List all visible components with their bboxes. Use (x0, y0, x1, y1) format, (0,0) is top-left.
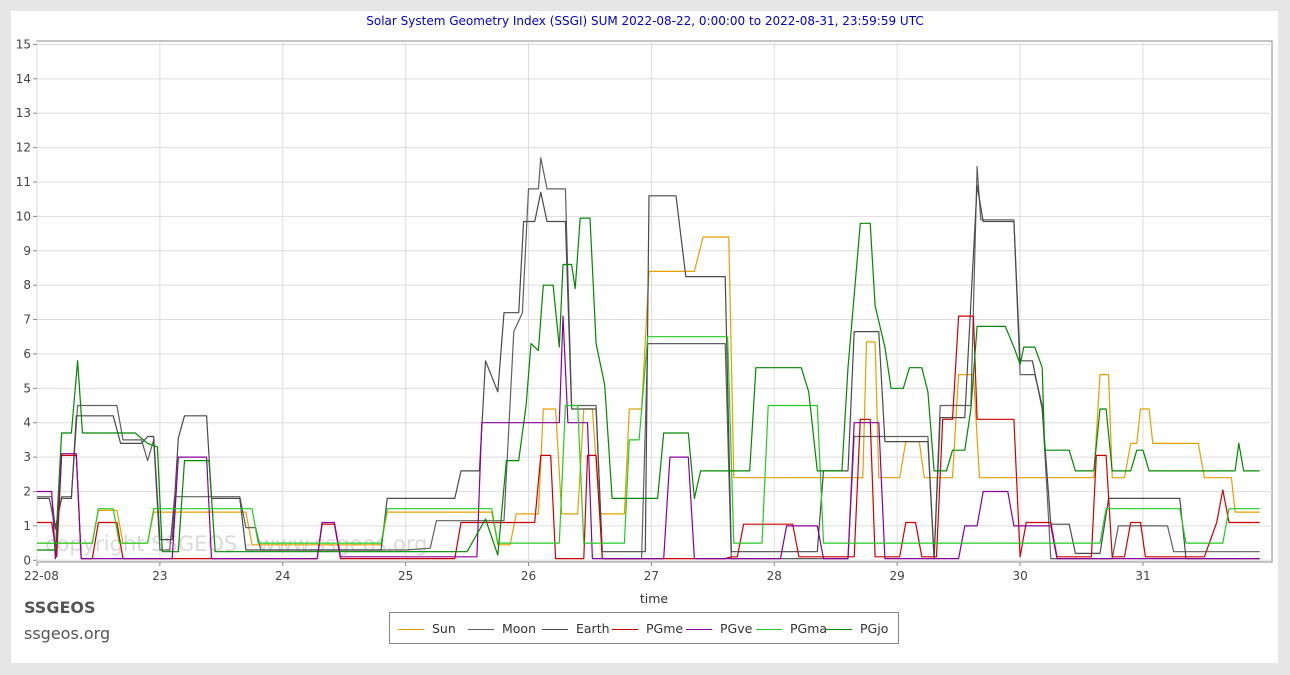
x-tick-label: 31 (1135, 569, 1150, 583)
y-tick-label: 8 (23, 278, 31, 292)
y-tick-label: 12 (16, 141, 31, 155)
legend-swatch (686, 629, 712, 630)
x-tick-label: 23 (152, 569, 167, 583)
chart-title: Solar System Geometry Index (SSGI) SUM 2… (366, 14, 923, 28)
y-tick-label: 2 (23, 485, 31, 499)
legend-label: PGme (646, 621, 684, 636)
legend-label: Sun (432, 621, 456, 636)
brand-url: ssgeos.org (24, 624, 111, 643)
y-tick-label: 5 (23, 381, 31, 395)
watermark: copyright SSGEOS - www.ssgeos.org (45, 532, 427, 556)
series-line-pgve (37, 315, 1260, 560)
x-tick-label: 24 (275, 569, 290, 583)
legend-swatch (756, 629, 782, 630)
y-tick-label: 14 (16, 72, 31, 86)
legend-swatch (542, 629, 568, 630)
y-tick-label: 3 (23, 450, 31, 464)
y-tick-label: 13 (16, 106, 31, 120)
legend-label: PGma (790, 621, 828, 636)
y-tick-label: 10 (16, 209, 31, 223)
brand-name: SSGEOS (24, 598, 96, 617)
x-tick-label: 28 (767, 569, 782, 583)
x-tick-label: 26 (521, 569, 536, 583)
y-tick-label: 4 (23, 416, 31, 430)
legend-label: PGve (720, 621, 753, 636)
x-tick-label: 29 (890, 569, 905, 583)
legend-label: Moon (502, 621, 537, 636)
y-tick-label: 7 (23, 313, 31, 327)
legend-swatch (468, 629, 494, 630)
legend-label: Earth (576, 621, 610, 636)
y-tick-label: 15 (16, 37, 31, 51)
x-tick-label: 25 (398, 569, 413, 583)
series-line-moon (37, 157, 1260, 560)
legend-swatch (612, 629, 638, 630)
legend-swatch (826, 629, 852, 630)
y-tick-label: 6 (23, 347, 31, 361)
x-tick-label: 22-08 (24, 569, 59, 583)
grid (36, 41, 1272, 562)
legend: Sun Moon Earth PGme PGve PGma PGjo (389, 612, 899, 644)
x-tick-label: 30 (1012, 569, 1027, 583)
y-tick-label: 1 (23, 519, 31, 533)
series-layer (37, 157, 1260, 560)
legend-swatch (398, 629, 424, 630)
chart: Solar System Geometry Index (SSGI) SUM 2… (16, 14, 1273, 606)
y-tick-label: 0 (23, 553, 31, 567)
legend-label: PGjo (860, 621, 889, 636)
plot-area (36, 40, 1273, 563)
y-tick-label: 9 (23, 244, 31, 258)
series-line-earth (37, 184, 1260, 560)
y-tick-label: 11 (16, 175, 31, 189)
x-tick-label: 27 (644, 569, 659, 583)
series-line-pgjo (37, 217, 1260, 556)
series-line-pgma (37, 336, 1260, 544)
chart-frame: Solar System Geometry Index (SSGI) SUM 2… (11, 11, 1278, 663)
x-axis-label: time (640, 591, 669, 606)
x-axis: 22-08 23 24 25 26 27 28 29 30 31 (24, 562, 1151, 583)
